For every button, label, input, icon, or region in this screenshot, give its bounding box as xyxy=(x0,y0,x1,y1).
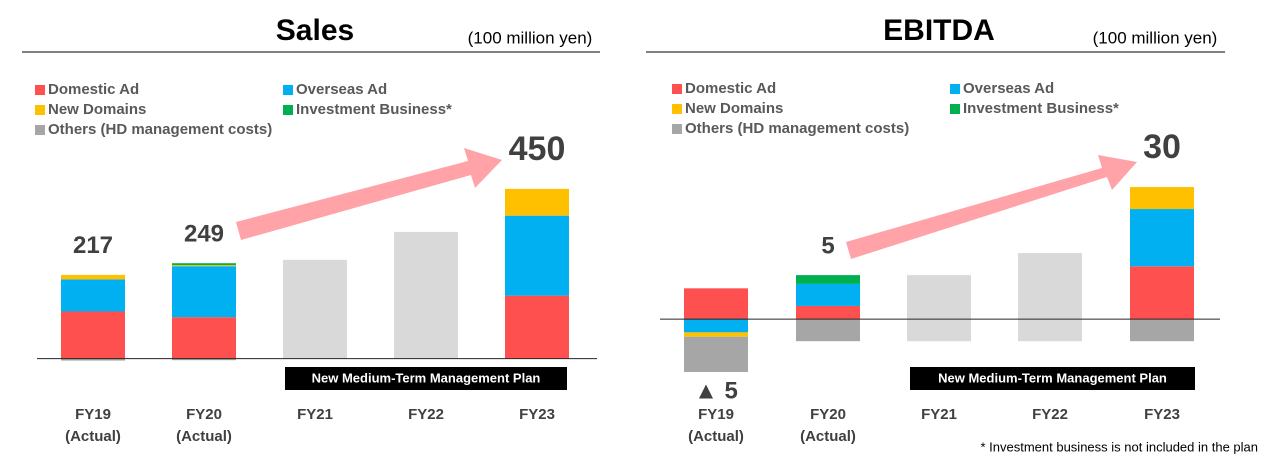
legend-label: Domestic Ad xyxy=(48,81,139,98)
x-tick-label: FY20 xyxy=(810,406,846,423)
x-tick-label: FY20 xyxy=(186,406,222,423)
plan-bar xyxy=(1018,253,1082,342)
chart-title: EBITDA xyxy=(883,14,995,47)
bar-segment xyxy=(684,332,748,337)
growth-arrow xyxy=(236,148,502,240)
bar-segment xyxy=(61,274,125,280)
bar-segment xyxy=(796,275,860,284)
bar-segment xyxy=(505,188,569,216)
x-tick-label: FY19 xyxy=(75,406,111,423)
legend-label: Others (HD management costs) xyxy=(685,120,909,137)
footnote: * Investment business is not included in… xyxy=(980,439,1258,454)
x-tick-label: FY22 xyxy=(408,406,444,423)
plan-box xyxy=(910,367,1195,390)
total-label: 5 xyxy=(821,232,834,259)
bar-segment xyxy=(505,215,569,296)
bar-segment xyxy=(684,319,748,333)
x-tick-label: FY23 xyxy=(519,406,555,423)
legend-swatch xyxy=(950,84,960,94)
legend-swatch xyxy=(672,84,682,94)
bar-segment xyxy=(172,266,236,318)
plan-bar xyxy=(283,259,347,359)
legend-label: Overseas Ad xyxy=(296,81,387,98)
legend-label: Investment Business* xyxy=(963,100,1119,117)
total-label: 30 xyxy=(1143,128,1181,166)
bar-segment xyxy=(796,283,860,306)
legend-swatch xyxy=(950,104,960,114)
plan-label: New Medium-Term Management Plan xyxy=(312,370,541,385)
x-tick-note: (Actual) xyxy=(688,428,744,445)
bar-segment xyxy=(796,319,860,342)
legend-swatch xyxy=(35,85,45,95)
legend-swatch xyxy=(283,105,293,115)
x-tick-note: (Actual) xyxy=(800,428,856,445)
bar-segment xyxy=(1130,187,1194,210)
unit-label: (100 million yen) xyxy=(1093,28,1218,47)
bar-segment xyxy=(505,295,569,359)
x-tick-label: FY21 xyxy=(921,406,957,423)
legend-label: Domestic Ad xyxy=(685,80,776,97)
growth-arrow xyxy=(846,155,1137,259)
x-tick-label: FY21 xyxy=(297,406,333,423)
total-label: 217 xyxy=(73,232,113,259)
bar-segment xyxy=(796,305,860,320)
legend-label: Investment Business* xyxy=(296,101,452,118)
bar-segment xyxy=(1130,319,1194,342)
legend-label: New Domains xyxy=(685,100,783,117)
bar-segment xyxy=(172,358,236,361)
legend-swatch xyxy=(283,85,293,95)
legend-swatch xyxy=(672,124,682,134)
bar-segment xyxy=(61,358,125,361)
plan-box xyxy=(285,367,567,390)
legend-label: Others (HD management costs) xyxy=(48,121,272,138)
plan-bar xyxy=(907,275,971,342)
bar-segment xyxy=(61,311,125,359)
bar-segment xyxy=(172,317,236,359)
total-label: 249 xyxy=(184,221,224,248)
bar-segment xyxy=(172,265,236,267)
unit-label: (100 million yen) xyxy=(468,28,593,47)
legend-swatch xyxy=(35,125,45,135)
x-tick-note: (Actual) xyxy=(176,428,232,445)
chart-title: Sales xyxy=(276,14,354,47)
legend-label: New Domains xyxy=(48,101,146,118)
legend-label: Overseas Ad xyxy=(963,80,1054,97)
x-tick-label: FY22 xyxy=(1032,406,1068,423)
legend-swatch xyxy=(672,104,682,114)
bar-segment xyxy=(684,336,748,372)
total-label: 450 xyxy=(509,130,566,168)
bar-segment xyxy=(1130,209,1194,267)
total-label: ▲ 5 xyxy=(694,377,738,404)
bar-segment xyxy=(684,288,748,320)
plan-bar xyxy=(394,231,458,359)
x-tick-note: (Actual) xyxy=(65,428,121,445)
plan-label: New Medium-Term Management Plan xyxy=(938,370,1167,385)
x-tick-label: FY23 xyxy=(1144,406,1180,423)
bar-segment xyxy=(61,279,125,312)
legend-swatch xyxy=(35,105,45,115)
bar-segment xyxy=(172,263,236,266)
bar-segment xyxy=(1130,266,1194,320)
x-tick-label: FY19 xyxy=(698,406,734,423)
